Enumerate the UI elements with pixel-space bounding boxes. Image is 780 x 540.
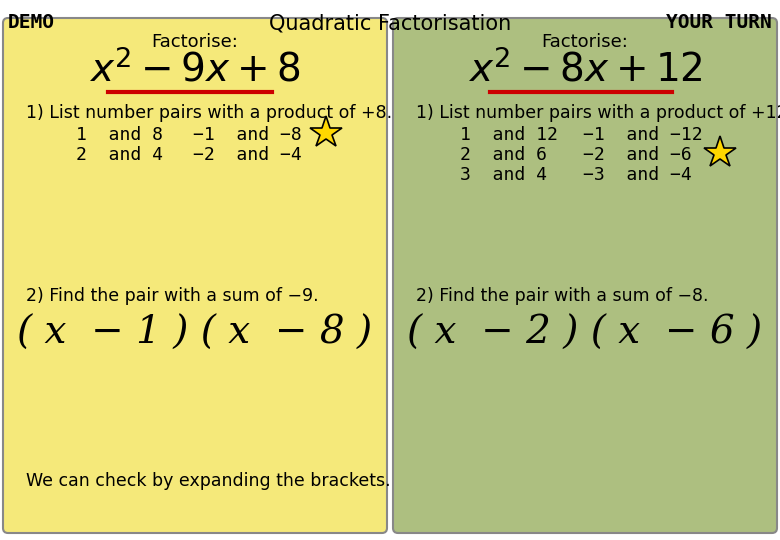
- Text: Factorise:: Factorise:: [151, 33, 239, 51]
- FancyBboxPatch shape: [393, 18, 777, 533]
- FancyBboxPatch shape: [3, 18, 387, 533]
- Text: $x^2 - 8x + 12$: $x^2 - 8x + 12$: [467, 50, 703, 90]
- Text: Factorise:: Factorise:: [541, 33, 629, 51]
- Text: 2  and 4: 2 and 4: [76, 146, 163, 164]
- Text: We can check by expanding the brackets.: We can check by expanding the brackets.: [26, 472, 391, 490]
- Text: −3  and −4: −3 and −4: [583, 166, 692, 184]
- Text: DEMO: DEMO: [8, 13, 55, 32]
- Text: 2  and 6: 2 and 6: [460, 146, 547, 164]
- Text: 2) Find the pair with a sum of −9.: 2) Find the pair with a sum of −9.: [26, 287, 318, 305]
- Text: −1  and −12: −1 and −12: [583, 126, 703, 144]
- Text: 2) Find the pair with a sum of −8.: 2) Find the pair with a sum of −8.: [416, 287, 708, 305]
- Text: $x^2 - 9x + 8$: $x^2 - 9x + 8$: [89, 50, 301, 90]
- Text: YOUR TURN: YOUR TURN: [666, 13, 772, 32]
- Text: 1  and 8: 1 and 8: [76, 126, 163, 144]
- Text: ( x  − 1 ) ( x  − 8 ): ( x − 1 ) ( x − 8 ): [17, 315, 373, 352]
- Text: 1) List number pairs with a product of +12.: 1) List number pairs with a product of +…: [416, 104, 780, 122]
- Text: Quadratic Factorisation: Quadratic Factorisation: [269, 13, 511, 33]
- Text: 3  and 4: 3 and 4: [460, 166, 547, 184]
- Text: −1  and −8: −1 and −8: [193, 126, 302, 144]
- Text: −2  and −4: −2 and −4: [193, 146, 302, 164]
- Text: ( x  − 2 ) ( x  − 6 ): ( x − 2 ) ( x − 6 ): [407, 315, 763, 352]
- Text: 1) List number pairs with a product of +8.: 1) List number pairs with a product of +…: [26, 104, 392, 122]
- Text: −2  and −6: −2 and −6: [583, 146, 692, 164]
- Text: 1  and 12: 1 and 12: [460, 126, 558, 144]
